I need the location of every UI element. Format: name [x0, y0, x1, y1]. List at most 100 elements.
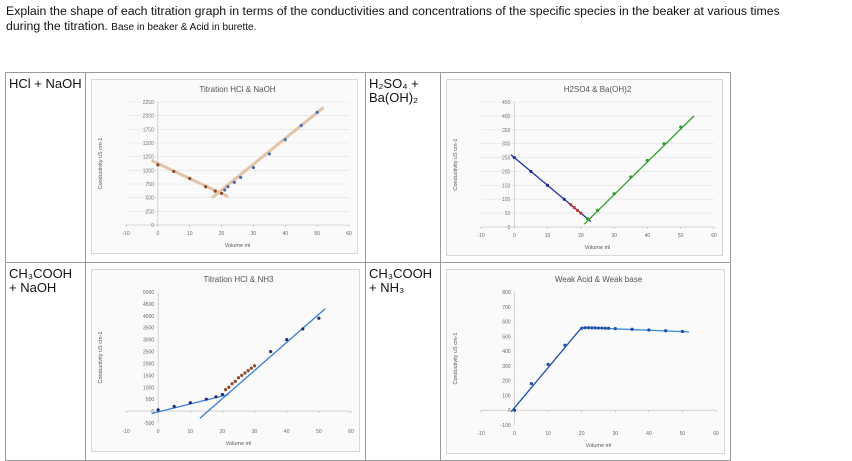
x-tick-label: 30 — [251, 231, 257, 237]
y-tick-label: 100 — [502, 393, 511, 399]
data-point — [545, 183, 550, 187]
data-point — [512, 408, 517, 412]
y-tick-label: 4500 — [143, 302, 154, 308]
label-cell: CH₃COOH + NaOH — [5, 262, 86, 461]
data-point — [188, 176, 192, 181]
y-tick-label: 700 — [502, 305, 511, 311]
fit-line — [583, 115, 695, 225]
y-tick-label: 100 — [502, 197, 511, 203]
data-point — [593, 326, 597, 330]
y-tick-label: 3000 — [143, 338, 154, 344]
x-tick-label: -10 — [122, 231, 129, 237]
x-tick-label: 20 — [579, 431, 585, 437]
data-point — [647, 328, 651, 332]
x-tick-label: 0 — [157, 429, 160, 435]
y-axis-label: Conductivity uS cm-1 — [453, 333, 459, 385]
data-point — [269, 349, 273, 354]
x-tick-label: -10 — [477, 233, 484, 239]
data-point — [213, 189, 217, 193]
data-point — [600, 326, 604, 330]
data-point — [219, 191, 224, 195]
data-point — [572, 205, 576, 210]
y-tick-label: 300 — [502, 364, 511, 370]
data-point — [236, 376, 241, 380]
y-tick-label: 5000 — [143, 290, 154, 296]
y-tick-label: 450 — [502, 100, 511, 106]
data-point — [239, 175, 243, 180]
y-tick-label: 0 — [151, 223, 154, 229]
data-point — [612, 192, 616, 196]
data-point — [230, 382, 234, 386]
data-point — [529, 169, 533, 174]
x-axis-label: Volume ml — [226, 441, 252, 447]
data-point — [232, 180, 236, 184]
y-tick-label: 1000 — [143, 168, 154, 174]
fit-line — [211, 106, 325, 199]
data-point — [585, 217, 590, 221]
data-point — [156, 163, 160, 167]
data-point — [299, 123, 303, 128]
data-point — [603, 326, 607, 330]
x-axis-label: Volume ml — [585, 245, 611, 251]
data-point — [512, 155, 516, 160]
x-tick-label: 30 — [252, 429, 258, 435]
y-axis-label: Conductivity uS cm-1 — [98, 332, 104, 384]
chart-title: H2SO4 & Ba(OH)2 — [564, 85, 632, 94]
data-point — [579, 211, 583, 215]
chart-cell: Titration HCl & NaOH Volume ml Conductivit… — [85, 72, 366, 263]
chart: Titration HCl & NaOH Volume ml Conductivit… — [91, 79, 358, 254]
y-tick-label: -100 — [501, 423, 511, 429]
data-point — [251, 166, 256, 170]
x-tick-label: 40 — [646, 431, 652, 437]
data-point — [223, 188, 227, 192]
question-line: during the titration. — [6, 19, 108, 33]
y-tick-label: -500 — [144, 421, 154, 427]
label-cell: CH₃COOH + NH₃ — [365, 262, 441, 461]
titration-table: HCl + NaOH Titration HCl & NaOH Volume ml… — [5, 72, 731, 461]
data-point — [664, 329, 668, 333]
chart-cell: Titration HCl & NH3 Volume ml Conductivity… — [85, 262, 366, 461]
x-tick-label: -10 — [122, 429, 129, 435]
y-tick-label: 1000 — [143, 385, 154, 391]
y-tick-label: 2000 — [143, 361, 154, 367]
fit-line — [199, 308, 326, 419]
data-point — [246, 369, 250, 373]
data-point — [529, 382, 533, 386]
data-point — [172, 169, 176, 174]
y-tick-label: 2000 — [143, 114, 154, 120]
x-tick-label: 40 — [283, 231, 289, 237]
x-tick-label: 50 — [316, 429, 322, 435]
x-tick-label: 30 — [611, 233, 617, 239]
y-tick-label: 500 — [146, 196, 155, 202]
x-tick-label: 0 — [513, 431, 516, 437]
data-point — [283, 138, 287, 142]
data-point — [227, 385, 231, 389]
y-tick-label: 3500 — [143, 326, 154, 332]
y-tick-label: 1500 — [143, 141, 154, 147]
data-point — [569, 203, 573, 207]
data-point — [575, 208, 580, 212]
data-point — [224, 388, 228, 392]
chart-title: Titration HCl & NaOH — [199, 85, 275, 94]
table-row: CH₃COOH + NaOH Titration HCl & NH3 Volume… — [5, 262, 731, 461]
y-tick-label: 0 — [151, 409, 154, 415]
chart: H2SO4 & Ba(OH)2 Volume ml Conductivity uS … — [446, 79, 723, 256]
y-tick-label: 2250 — [143, 100, 154, 106]
data-point — [204, 397, 208, 401]
x-tick-label: 50 — [680, 431, 686, 437]
question-line: Explain the shape of each titration grap… — [6, 4, 780, 18]
question: Explain the shape of each titration grap… — [6, 4, 780, 35]
data-point — [630, 327, 634, 331]
question-line: during the titration. Base in beaker & A… — [6, 19, 780, 35]
x-tick-label: 60 — [711, 233, 717, 239]
data-point — [204, 185, 208, 189]
x-tick-label: 10 — [545, 233, 551, 239]
data-point — [285, 338, 289, 342]
x-tick-label: 60 — [348, 429, 354, 435]
data-point — [301, 327, 305, 331]
y-tick-label: 800 — [502, 290, 511, 296]
y-tick-label: 500 — [502, 334, 511, 340]
data-point — [249, 366, 253, 370]
chart-title: Weak Acid & Weak base — [555, 275, 643, 284]
data-point — [252, 364, 257, 368]
